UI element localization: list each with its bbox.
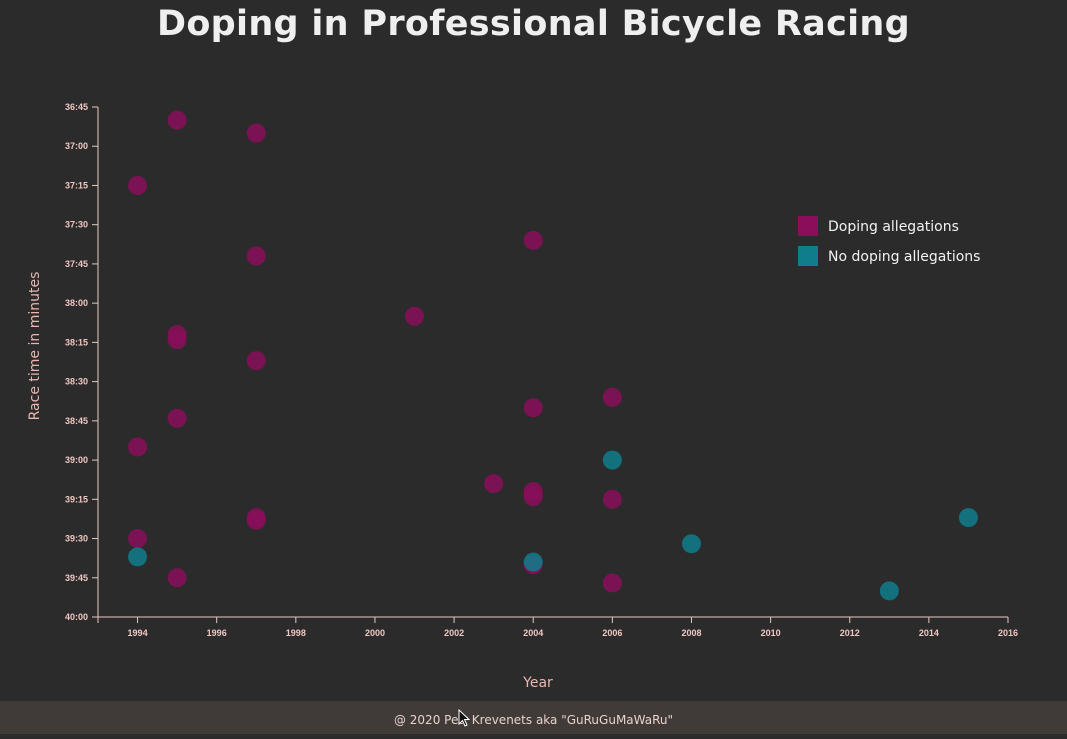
y-axis-title: Race time in minutes xyxy=(27,272,43,421)
x-tick-label: 2002 xyxy=(444,628,464,638)
x-tick-label: 2016 xyxy=(998,628,1018,638)
data-point-doping[interactable] xyxy=(405,306,425,326)
y-tick-label: 39:45 xyxy=(65,573,88,583)
data-point-doping[interactable] xyxy=(167,568,187,588)
data-point-clean[interactable] xyxy=(681,534,701,554)
y-tick-label: 38:30 xyxy=(65,377,88,387)
x-tick-label: 2006 xyxy=(602,628,622,638)
y-tick-label: 40:00 xyxy=(65,612,88,622)
legend-item-clean: No doping allegations xyxy=(798,246,980,266)
legend-item-doping: Doping allegations xyxy=(798,216,959,236)
y-tick-label: 39:30 xyxy=(65,534,88,544)
data-point-doping[interactable] xyxy=(128,437,148,457)
data-point-doping[interactable] xyxy=(602,489,622,509)
data-point-doping[interactable] xyxy=(523,398,543,418)
data-point-doping[interactable] xyxy=(523,487,543,507)
data-point-doping[interactable] xyxy=(523,230,543,250)
x-tick-label: 1994 xyxy=(128,628,148,638)
mouse-cursor-icon xyxy=(458,709,471,727)
x-tick-label: 2008 xyxy=(681,628,701,638)
x-tick-label: 2010 xyxy=(761,628,781,638)
page-title: Doping in Professional Bicycle Racing xyxy=(156,4,911,44)
footer: @ 2020 Petr Krevenets aka "GuRuGuMaWaRu" xyxy=(0,701,1067,734)
data-point-doping[interactable] xyxy=(246,510,266,530)
data-point-doping[interactable] xyxy=(246,246,266,266)
scatter-chart: 36:45 37:00 37:15 37:30 37:45 38:00 38:15 38:30… xyxy=(27,102,1018,691)
x-tick-label: 1998 xyxy=(286,628,306,638)
y-axis: 36:45 37:00 37:15 37:30 37:45 38:00 38:15 38:30… xyxy=(65,102,99,622)
y-tick-label: 37:00 xyxy=(65,141,88,151)
data-point-clean[interactable] xyxy=(958,508,978,528)
y-tick-label: 36:45 xyxy=(65,102,88,112)
legend: Doping allegations No doping allegations xyxy=(798,216,980,266)
y-tick-label: 37:30 xyxy=(65,220,88,230)
data-point-doping[interactable] xyxy=(128,175,148,195)
data-point-clean[interactable] xyxy=(602,450,622,470)
legend-label-clean: No doping allegations xyxy=(828,249,980,265)
y-tick-label: 37:15 xyxy=(65,180,88,190)
data-point-doping[interactable] xyxy=(167,330,187,350)
x-tick-label: 2012 xyxy=(840,628,860,638)
y-tick-label: 37:45 xyxy=(65,259,88,269)
x-tick-label: 2014 xyxy=(919,628,939,638)
x-tick-label: 1996 xyxy=(207,628,227,638)
y-tick-label: 39:15 xyxy=(65,494,88,504)
x-tick-label: 2000 xyxy=(365,628,385,638)
legend-swatch-clean xyxy=(798,246,818,266)
data-point-doping[interactable] xyxy=(128,529,148,549)
data-point-doping[interactable] xyxy=(484,474,504,494)
x-axis: 1994 1996 1998 2000 2002 2004 2006 2008 2010 2012… xyxy=(97,616,1018,638)
data-point-doping[interactable] xyxy=(167,408,187,428)
y-tick-label: 38:45 xyxy=(65,416,88,426)
x-axis-title: Year xyxy=(522,675,553,691)
data-point-clean[interactable] xyxy=(879,581,899,601)
legend-swatch-doping xyxy=(798,216,818,236)
data-point-doping[interactable] xyxy=(602,387,622,407)
y-tick-label: 38:00 xyxy=(65,298,88,308)
data-point-doping[interactable] xyxy=(167,110,187,130)
data-point-clean[interactable] xyxy=(128,547,148,567)
data-point-clean[interactable] xyxy=(523,552,543,572)
data-point-doping[interactable] xyxy=(246,351,266,371)
data-points xyxy=(128,110,978,601)
y-tick-label: 39:00 xyxy=(65,455,88,465)
data-point-doping[interactable] xyxy=(246,123,266,143)
x-tick-label: 2004 xyxy=(523,628,543,638)
y-tick-label: 38:15 xyxy=(65,337,88,347)
legend-label-doping: Doping allegations xyxy=(828,219,959,235)
data-point-doping[interactable] xyxy=(602,573,622,593)
